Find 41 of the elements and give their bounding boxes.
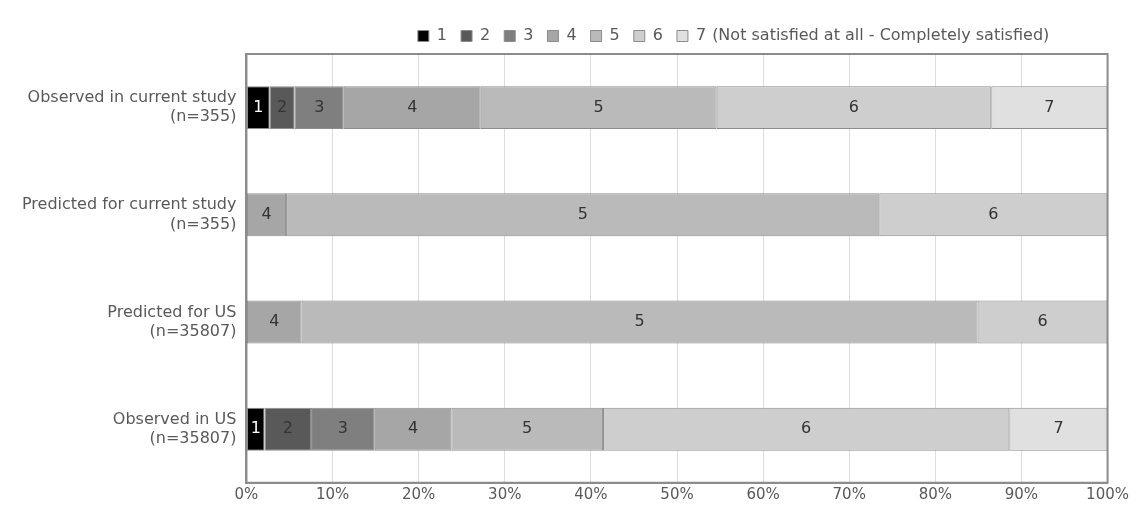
x-tick-label: 0% [234, 484, 259, 503]
legend-label: 2 [480, 25, 491, 45]
text: 3 [314, 96, 325, 116]
text: 5 [593, 96, 604, 116]
text: 7 [1053, 418, 1064, 438]
text: 6 [988, 203, 999, 223]
text: 4 [261, 203, 272, 223]
text: 6 [848, 96, 860, 116]
text: (Not satisfied at all - Completely satisfied) [712, 25, 1050, 45]
y-tick-label: Observed in current study (n=355) [27, 87, 237, 126]
legend-label: 5 [609, 25, 620, 45]
legend-label: 4 [566, 25, 577, 45]
x-tick-label: 60% [746, 484, 780, 503]
x-tick-label: 20% [402, 484, 436, 503]
x-tick-label: 70% [832, 484, 866, 503]
x-tick-label: 30% [488, 484, 522, 503]
legend-label: 1 [436, 25, 448, 45]
text: 6 [801, 418, 812, 438]
y-tick-label: Observed in US (n=35807) [112, 408, 237, 447]
x-tick-label: 10% [315, 484, 350, 503]
text: 4 [407, 96, 418, 116]
x-tick-label: 50% [660, 484, 694, 503]
text: 3 [337, 418, 348, 438]
text: 1 [250, 418, 261, 438]
legend-label: 6 [652, 25, 663, 45]
x-tick-label: 40% [574, 484, 608, 503]
legend-label: 3 [523, 25, 534, 45]
text: 1 [253, 96, 264, 116]
y-tick-label: Predicted for US (n=35807) [107, 301, 237, 340]
text: 5 [634, 311, 645, 331]
text: 4 [269, 311, 280, 331]
x-tick-label: 80% [918, 484, 953, 503]
text: 7 [1044, 96, 1055, 116]
text: 6 [1037, 311, 1048, 331]
x-tick-label: 90% [1004, 484, 1039, 503]
x-tick-label: 100% [1086, 484, 1129, 503]
legend-label: 7 [695, 25, 707, 45]
y-tick-label: Predicted for current study (n=355) [21, 194, 237, 233]
text: 4 [407, 418, 419, 438]
text: 5 [577, 203, 588, 223]
text: 5 [522, 418, 533, 438]
